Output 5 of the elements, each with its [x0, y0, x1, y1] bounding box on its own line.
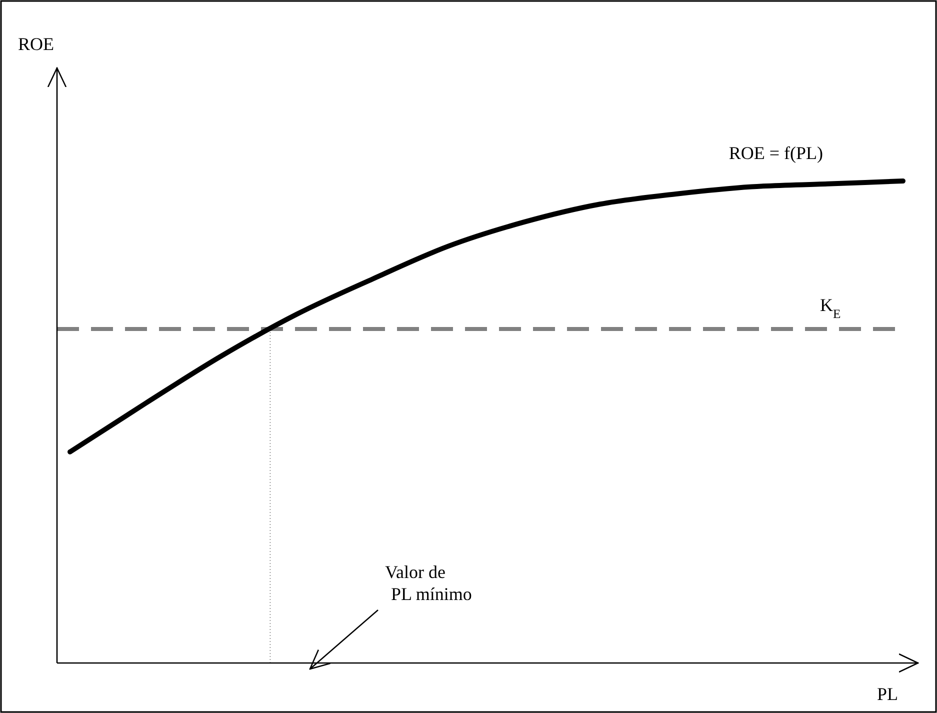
series-label: ROE = f(PL) — [728, 143, 824, 163]
ref-line-label: K$_{E}$ — [820, 294, 841, 321]
x-axis-title: PL — [876, 684, 898, 704]
text: ROE — [18, 34, 54, 54]
annotation: Valor de PL mínimo — [385, 562, 472, 604]
